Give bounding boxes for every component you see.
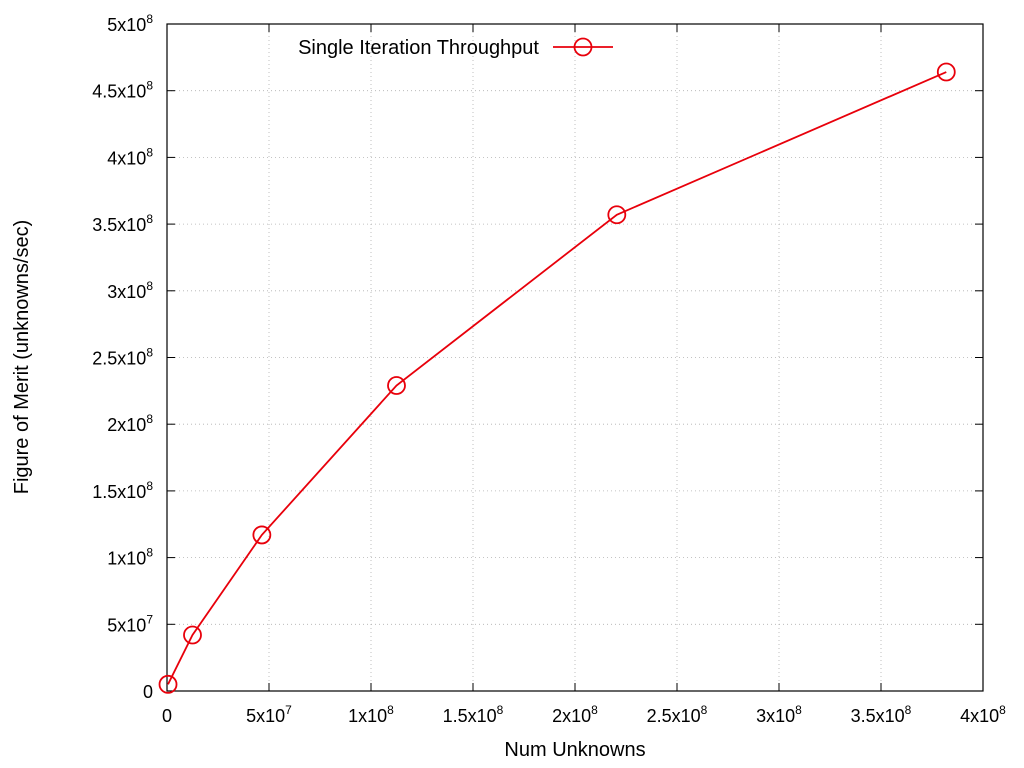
- x-tick-label-exponent: 7: [285, 703, 292, 717]
- y-tick-label: 2.5x108: [92, 346, 153, 369]
- x-tick-label: 3x108: [756, 703, 802, 726]
- y-tick-label-exponent: 7: [146, 612, 153, 626]
- x-tick-label-mantissa: 1.5x10: [443, 706, 497, 726]
- x-tick-label: 0: [162, 706, 172, 726]
- x-tick-label-exponent: 8: [591, 703, 598, 717]
- tick-layer: 0 5x107 1x108 1.5x108 2x108 2.5x108 3x108 3.5x1…: [92, 12, 1006, 726]
- y-axis-title: Figure of Merit (unknowns/sec): [11, 220, 33, 495]
- x-tick-label-mantissa: 3x10: [756, 706, 795, 726]
- y-tick-label-exponent: 8: [146, 145, 153, 159]
- y-tick-label-mantissa: 4x10: [107, 148, 146, 168]
- y-tick-label-exponent: 8: [146, 546, 153, 560]
- x-tick-label-exponent: 8: [387, 703, 394, 717]
- y-tick-label-mantissa: 3.5x10: [92, 215, 146, 235]
- x-tick-label-exponent: 8: [701, 703, 708, 717]
- legend-label: Single Iteration Throughput: [298, 37, 539, 59]
- y-tick-label-exponent: 8: [146, 212, 153, 226]
- legend-marker-sample: [573, 37, 593, 57]
- grid-layer: [167, 24, 983, 691]
- y-tick-label-exponent: 8: [146, 412, 153, 426]
- y-tick-label-mantissa: 0: [143, 682, 153, 702]
- x-tick-label-exponent: 8: [795, 703, 802, 717]
- x-tick-label: 5x107: [246, 703, 292, 726]
- x-tick-label: 3.5x108: [851, 703, 912, 726]
- x-tick-label: 1x108: [348, 703, 394, 726]
- y-tick-label-mantissa: 4.5x10: [92, 82, 146, 102]
- y-tick-label-mantissa: 5x10: [107, 615, 146, 635]
- data-point: [936, 62, 956, 82]
- y-tick-label-mantissa: 2x10: [107, 415, 146, 435]
- series-layer: [158, 62, 956, 694]
- y-tick-label-mantissa: 1.5x10: [92, 482, 146, 502]
- x-tick-label-mantissa: 2.5x10: [647, 706, 701, 726]
- y-tick-label-mantissa: 1x10: [107, 549, 146, 569]
- y-tick-label: 2x108: [107, 412, 153, 435]
- y-tick-label: 4.5x108: [92, 79, 153, 102]
- y-tick-label: 4x108: [107, 145, 153, 168]
- y-tick-label: 5x108: [107, 12, 153, 35]
- data-point: [158, 674, 178, 694]
- x-tick-label-mantissa: 1x10: [348, 706, 387, 726]
- y-tick-label-mantissa: 3x10: [107, 282, 146, 302]
- x-tick-label-mantissa: 5x10: [246, 706, 285, 726]
- y-tick-label: 0: [143, 682, 153, 702]
- x-tick-label-exponent: 8: [905, 703, 912, 717]
- data-point: [183, 625, 202, 645]
- y-tick-label: 1x108: [107, 546, 153, 569]
- x-tick-label: 1.5x108: [443, 703, 504, 726]
- x-tick-label-mantissa: 0: [162, 706, 172, 726]
- data-point: [607, 205, 627, 225]
- y-tick-label: 5x107: [107, 612, 153, 635]
- x-tick-label-mantissa: 3.5x10: [851, 706, 905, 726]
- y-tick-label-mantissa: 2.5x10: [92, 349, 146, 369]
- x-tick-label-exponent: 8: [999, 703, 1006, 717]
- x-axis-title: Num Unknowns: [504, 739, 645, 761]
- data-point: [387, 376, 406, 395]
- x-tick-label: 2x108: [552, 703, 598, 726]
- y-tick-label-exponent: 8: [146, 479, 153, 493]
- y-tick-label: 1.5x108: [92, 479, 153, 502]
- series-line: [167, 71, 947, 685]
- x-tick-label: 2.5x108: [647, 703, 708, 726]
- y-tick-label-mantissa: 5x10: [107, 15, 146, 35]
- data-point: [252, 525, 272, 545]
- y-tick-label-exponent: 8: [146, 279, 153, 293]
- x-tick-label-exponent: 8: [497, 703, 504, 717]
- y-tick-label-exponent: 8: [146, 12, 153, 26]
- x-tick-label-mantissa: 4x10: [960, 706, 999, 726]
- x-tick-label: 4x108: [960, 703, 1006, 726]
- legend: Single Iteration Throughput: [298, 37, 613, 59]
- y-tick-label: 3.5x108: [92, 212, 153, 235]
- x-tick-label-mantissa: 2x10: [552, 706, 591, 726]
- y-tick-label: 3x108: [107, 279, 153, 302]
- y-tick-label-exponent: 8: [146, 346, 153, 360]
- y-tick-label-exponent: 8: [146, 79, 153, 93]
